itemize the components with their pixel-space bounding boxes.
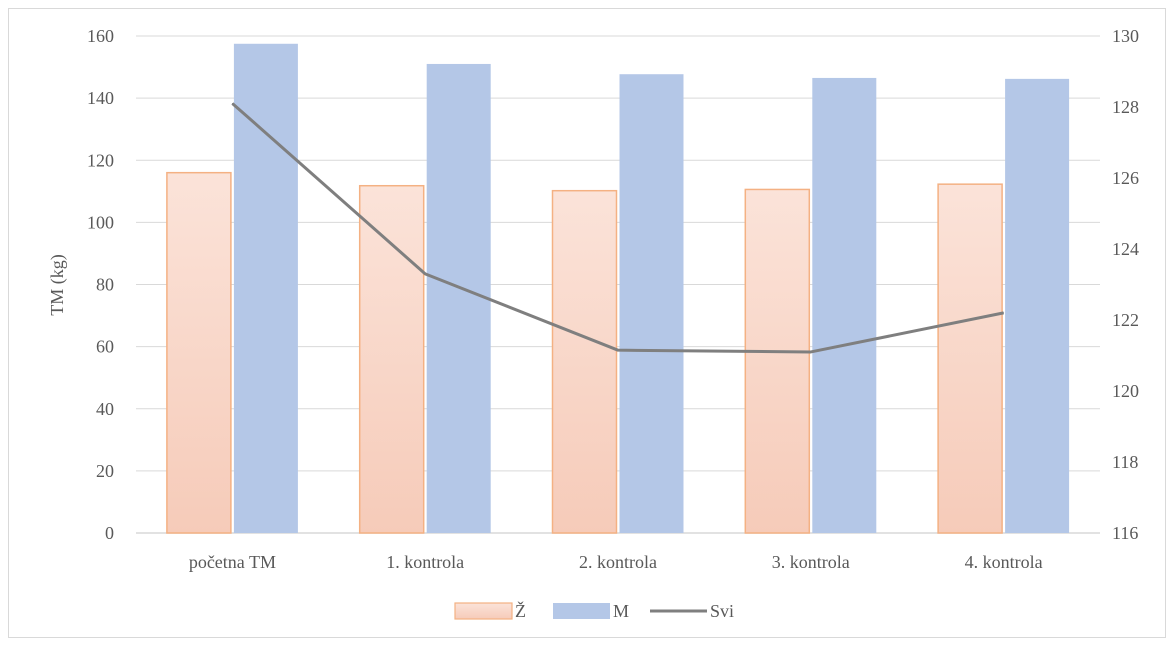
line-point-1 (424, 273, 426, 275)
y2-tick-label: 116 (1112, 523, 1138, 543)
x-tick-label: početna TM (189, 552, 276, 572)
legend: Ž M Svi (454, 600, 734, 621)
y-axis-left-ticks: 0 20 40 60 80 100 120 140 160 (87, 26, 114, 543)
y2-tick-label: 120 (1112, 381, 1139, 401)
y-tick-label: 0 (105, 523, 114, 543)
legend-label: Svi (710, 601, 734, 621)
line-point-3 (810, 351, 812, 353)
legend-item-2: Svi (650, 601, 734, 621)
y-tick-label: 120 (87, 150, 114, 170)
line-svi (231, 102, 1004, 354)
bar-f-1 (358, 184, 425, 534)
bar-f-4 (937, 183, 1003, 534)
y-axis-right-ticks: 116 118 120 122 124 126 128 130 (1112, 26, 1139, 543)
line-point-4 (1003, 312, 1005, 314)
y-tick-label: 40 (96, 399, 114, 419)
y-tick-label: 160 (87, 26, 114, 46)
bar-f-0 (166, 171, 232, 534)
y2-tick-label: 126 (1112, 168, 1139, 188)
y-tick-label: 60 (96, 337, 114, 357)
y2-tick-label: 130 (1112, 26, 1139, 46)
x-tick-label: 3. kontrola (772, 552, 850, 572)
line-series (231, 102, 1005, 354)
y2-tick-label: 124 (1112, 239, 1139, 259)
y-tick-label: 20 (96, 461, 114, 481)
bar-m-2 (619, 74, 684, 533)
bar-m-4 (1005, 78, 1070, 534)
y2-tick-label: 122 (1112, 310, 1139, 330)
x-axis-ticks: početna TM 1. kontrola 2. kontrola 3. kontr… (189, 552, 1043, 572)
legend-label: M (613, 601, 629, 621)
legend-swatch (454, 602, 513, 620)
legend-label: Ž (515, 600, 526, 621)
y-axis-title: TM (kg) (47, 254, 68, 316)
y2-tick-label: 118 (1112, 452, 1138, 472)
y-tick-label: 100 (87, 212, 114, 232)
x-tick-label: 4. kontrola (965, 552, 1043, 572)
bar-f-2 (551, 189, 618, 534)
y-tick-label: 140 (87, 88, 114, 108)
legend-item-1: M (553, 601, 629, 621)
bars (166, 43, 1070, 534)
line-point-0 (231, 102, 233, 104)
bar-m-3 (812, 77, 877, 533)
y-tick-label: 80 (96, 275, 114, 295)
bar-m-1 (426, 63, 491, 534)
bar-m-0 (233, 43, 298, 533)
x-tick-label: 2. kontrola (579, 552, 657, 572)
line-point-2 (617, 349, 619, 351)
legend-swatch (553, 603, 610, 619)
x-tick-label: 1. kontrola (386, 552, 464, 572)
legend-item-0: Ž (454, 600, 526, 621)
y2-tick-label: 128 (1112, 97, 1139, 117)
bar-f-3 (744, 188, 811, 534)
